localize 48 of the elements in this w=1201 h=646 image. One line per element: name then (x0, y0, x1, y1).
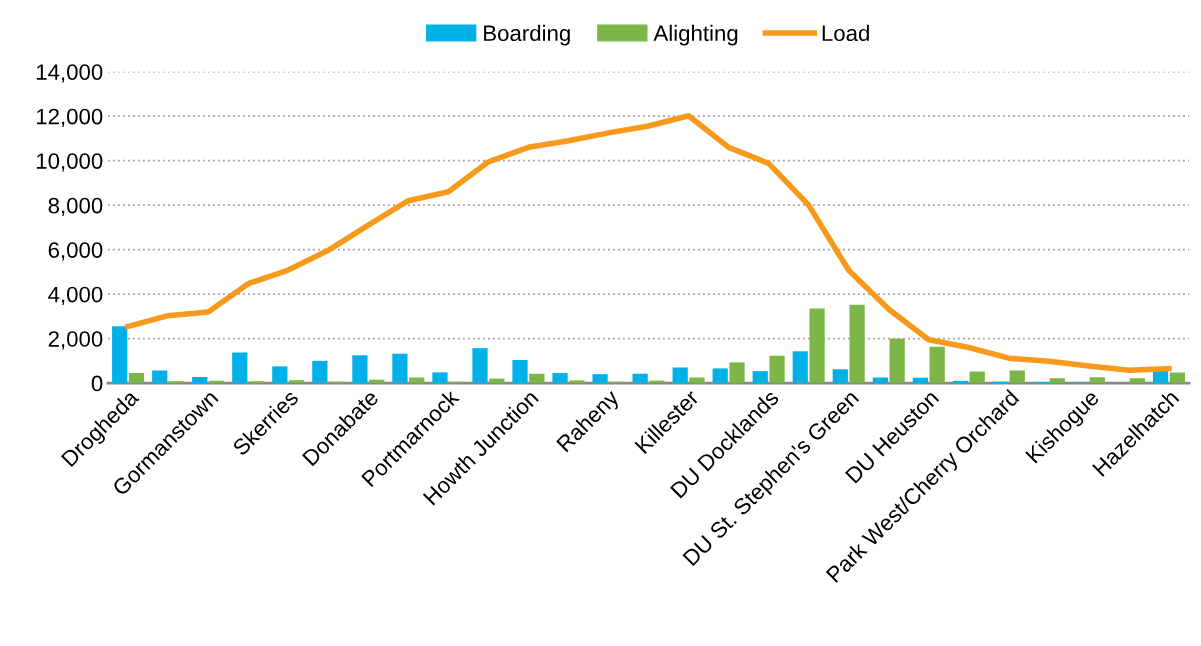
y-tick-label: 4,000 (48, 286, 103, 306)
bar (809, 308, 825, 384)
bar (152, 370, 168, 384)
bar (432, 372, 448, 384)
bar (1089, 377, 1105, 384)
y-tick-label: 0 (91, 375, 103, 392)
bar (472, 348, 488, 384)
bar (769, 355, 785, 384)
y-tick-label: 8,000 (48, 197, 103, 217)
bar (1009, 370, 1025, 384)
y-tick-label: 6,000 (48, 242, 103, 261)
bar (832, 369, 848, 384)
y-tick-label: 14,000 (36, 64, 103, 83)
y-tick-label: 2,000 (48, 331, 103, 350)
legend-label: Alighting (653, 24, 738, 46)
bar (729, 362, 745, 384)
bar (392, 353, 408, 384)
bar (592, 374, 608, 384)
bar (552, 373, 568, 384)
bar (312, 360, 328, 384)
bar (529, 373, 545, 384)
bar (272, 366, 288, 384)
legend-label: Load (822, 24, 869, 42)
bar (792, 351, 808, 384)
legend-label: Boarding (484, 24, 570, 46)
bar (289, 380, 305, 384)
bar (192, 377, 208, 384)
bar (512, 359, 528, 384)
bar (1169, 372, 1185, 384)
bar (632, 373, 648, 384)
bar (752, 371, 768, 384)
bar (929, 346, 945, 384)
bar (569, 380, 585, 384)
bar (352, 355, 368, 384)
bar (1129, 378, 1145, 384)
bar (849, 304, 865, 384)
bar (128, 373, 145, 384)
y-tick-label: 10,000 (36, 153, 103, 172)
bar (912, 377, 928, 384)
y-tick-label: 12,000 (36, 108, 103, 128)
bar (232, 352, 248, 384)
bar (689, 377, 705, 384)
bar (889, 338, 905, 384)
bar (672, 367, 688, 384)
bar (112, 326, 128, 384)
bar (712, 368, 728, 384)
bar (1049, 378, 1065, 384)
bar (969, 371, 985, 384)
